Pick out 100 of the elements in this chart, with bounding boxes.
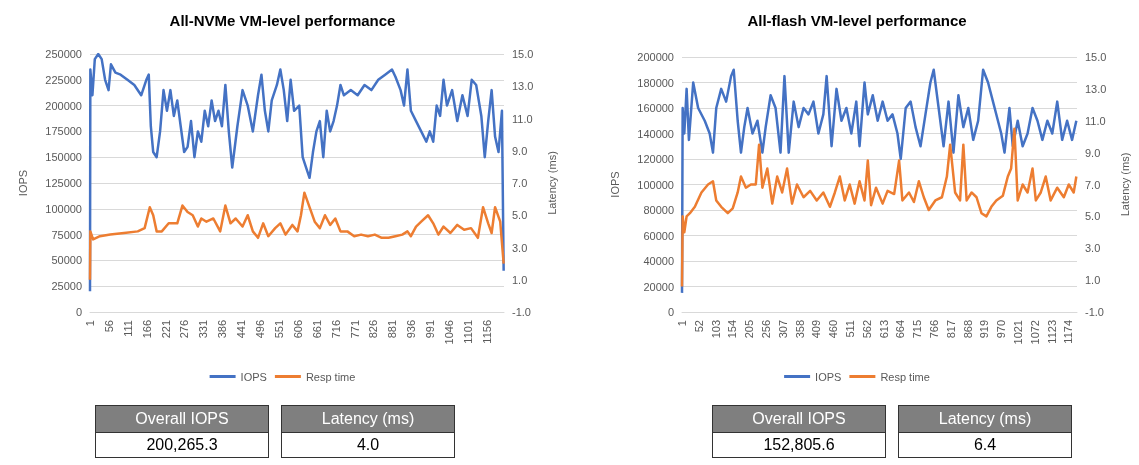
y2-tick-label: 1.0 bbox=[512, 273, 528, 286]
y2-tick-label: 11.0 bbox=[512, 112, 533, 125]
x-tick-label: 166 bbox=[140, 320, 153, 339]
y-tick-label: 0 bbox=[667, 306, 674, 318]
y2-axis-title: Latency (ms) bbox=[545, 151, 558, 215]
y-tick-label: 200000 bbox=[45, 99, 82, 112]
y2-tick-label: 15.0 bbox=[1085, 51, 1107, 63]
y2-tick-label: 7.0 bbox=[1085, 178, 1101, 191]
text: Overall IOPS bbox=[713, 406, 885, 433]
y-tick-label: 250000 bbox=[45, 48, 82, 60]
legend-label: Resp time bbox=[305, 370, 356, 383]
legend-label: IOPS bbox=[240, 370, 267, 383]
y-tick-label: 100000 bbox=[637, 178, 674, 191]
x-tick-label: 1123 bbox=[1045, 320, 1058, 344]
x-tick-label: 1 bbox=[84, 320, 96, 327]
x-tick-label: 154 bbox=[726, 320, 739, 339]
x-tick-label: 103 bbox=[709, 320, 722, 339]
y2-tick-label: -1.0 bbox=[1085, 306, 1104, 318]
x-tick-label: 715 bbox=[911, 320, 924, 339]
y2-tick-label: 5.0 bbox=[512, 209, 528, 222]
x-tick-label: 496 bbox=[254, 320, 267, 339]
y-tick-label: 20000 bbox=[643, 280, 674, 293]
y2-tick-label: 9.0 bbox=[512, 144, 528, 157]
x-tick-label: 205 bbox=[743, 320, 756, 339]
x-tick-label: 936 bbox=[405, 320, 418, 339]
y2-tick-label: 1.0 bbox=[1085, 274, 1101, 287]
y-tick-label: 180000 bbox=[637, 76, 674, 89]
y2-tick-label: 9.0 bbox=[1085, 146, 1101, 159]
legend-label: IOPS bbox=[815, 370, 842, 383]
x-tick-label: 358 bbox=[793, 320, 806, 339]
legend-label: Resp time bbox=[880, 370, 930, 383]
y-axis-title: IOPS bbox=[608, 171, 621, 198]
line-series bbox=[88, 191, 505, 281]
x-tick-label: 386 bbox=[216, 320, 229, 339]
x-tick-label: 256 bbox=[760, 320, 773, 339]
x-tick-label: 1021 bbox=[1012, 320, 1025, 345]
x-tick-label: 970 bbox=[995, 320, 1008, 339]
x-tick-label: 111 bbox=[121, 320, 134, 337]
y-tick-label: 175000 bbox=[45, 125, 82, 138]
x-tick-label: 1101 bbox=[461, 320, 474, 344]
x-tick-label: 276 bbox=[178, 320, 191, 339]
y-tick-label: 160000 bbox=[637, 102, 674, 114]
x-tick-label: 307 bbox=[776, 320, 789, 339]
x-tick-label: 817 bbox=[944, 320, 957, 339]
chart-title: All-flash VM-level performance bbox=[747, 12, 967, 29]
text: 4.0 bbox=[282, 433, 454, 457]
line-series bbox=[680, 127, 1078, 288]
x-tick-label: 1156 bbox=[480, 320, 493, 344]
y-tick-label: 200000 bbox=[637, 51, 674, 63]
y2-axis-title: Latency (ms) bbox=[1118, 152, 1131, 217]
x-tick-label: 613 bbox=[877, 320, 890, 339]
x-tick-label: 562 bbox=[860, 320, 873, 339]
y2-tick-label: -1.0 bbox=[512, 306, 531, 318]
x-tick-label: 331 bbox=[197, 320, 210, 339]
text: 6.4 bbox=[899, 433, 1071, 457]
x-tick-label: 661 bbox=[310, 320, 323, 339]
y2-tick-label: 13.0 bbox=[512, 80, 534, 93]
y-axis-title: IOPS bbox=[16, 169, 29, 197]
x-tick-label: 606 bbox=[291, 320, 304, 339]
x-tick-label: 460 bbox=[827, 320, 840, 339]
y-tick-label: 40000 bbox=[643, 255, 674, 267]
text: Latency (ms) bbox=[899, 406, 1071, 433]
y-tick-label: 75000 bbox=[51, 228, 82, 241]
y2-tick-label: 3.0 bbox=[512, 241, 528, 254]
x-tick-label: 716 bbox=[329, 320, 342, 339]
y-tick-label: 120000 bbox=[637, 153, 674, 165]
y-tick-label: 80000 bbox=[643, 204, 674, 216]
x-tick-label: 1 bbox=[676, 320, 688, 327]
line-series bbox=[680, 68, 1078, 295]
x-tick-label: 56 bbox=[102, 320, 115, 333]
text: Overall IOPS bbox=[96, 406, 268, 433]
y2-tick-label: 15.0 bbox=[512, 48, 534, 60]
y2-tick-label: 11.0 bbox=[1085, 114, 1106, 127]
x-tick-label: 881 bbox=[386, 320, 399, 339]
y-tick-label: 100000 bbox=[45, 202, 82, 215]
y-tick-label: 25000 bbox=[51, 280, 82, 293]
x-tick-label: 441 bbox=[235, 320, 248, 339]
y-tick-label: 125000 bbox=[45, 177, 82, 189]
y-tick-label: 60000 bbox=[643, 229, 674, 242]
x-tick-label: 1174 bbox=[1062, 320, 1075, 344]
x-tick-label: 919 bbox=[978, 320, 991, 339]
y-tick-label: 50000 bbox=[51, 254, 82, 267]
y2-tick-label: 7.0 bbox=[512, 177, 528, 189]
chart-title: All-NVMe VM-level performance bbox=[169, 12, 396, 29]
text: 152,805.6 bbox=[713, 433, 885, 457]
y-tick-label: 140000 bbox=[637, 127, 674, 140]
y-tick-label: 0 bbox=[75, 306, 82, 318]
x-tick-label: 664 bbox=[894, 320, 907, 339]
text: Latency (ms) bbox=[282, 406, 454, 433]
y2-tick-label: 13.0 bbox=[1085, 82, 1107, 95]
x-tick-label: 1046 bbox=[443, 320, 456, 345]
x-tick-label: 766 bbox=[928, 320, 941, 339]
x-tick-label: 52 bbox=[692, 320, 705, 333]
x-tick-label: 551 bbox=[272, 320, 285, 339]
x-tick-label: 826 bbox=[367, 320, 380, 339]
x-tick-label: 771 bbox=[348, 320, 361, 339]
x-tick-label: 409 bbox=[810, 320, 823, 339]
x-tick-label: 511 bbox=[844, 320, 857, 338]
y-tick-label: 150000 bbox=[45, 151, 82, 164]
y2-tick-label: 3.0 bbox=[1085, 242, 1101, 255]
